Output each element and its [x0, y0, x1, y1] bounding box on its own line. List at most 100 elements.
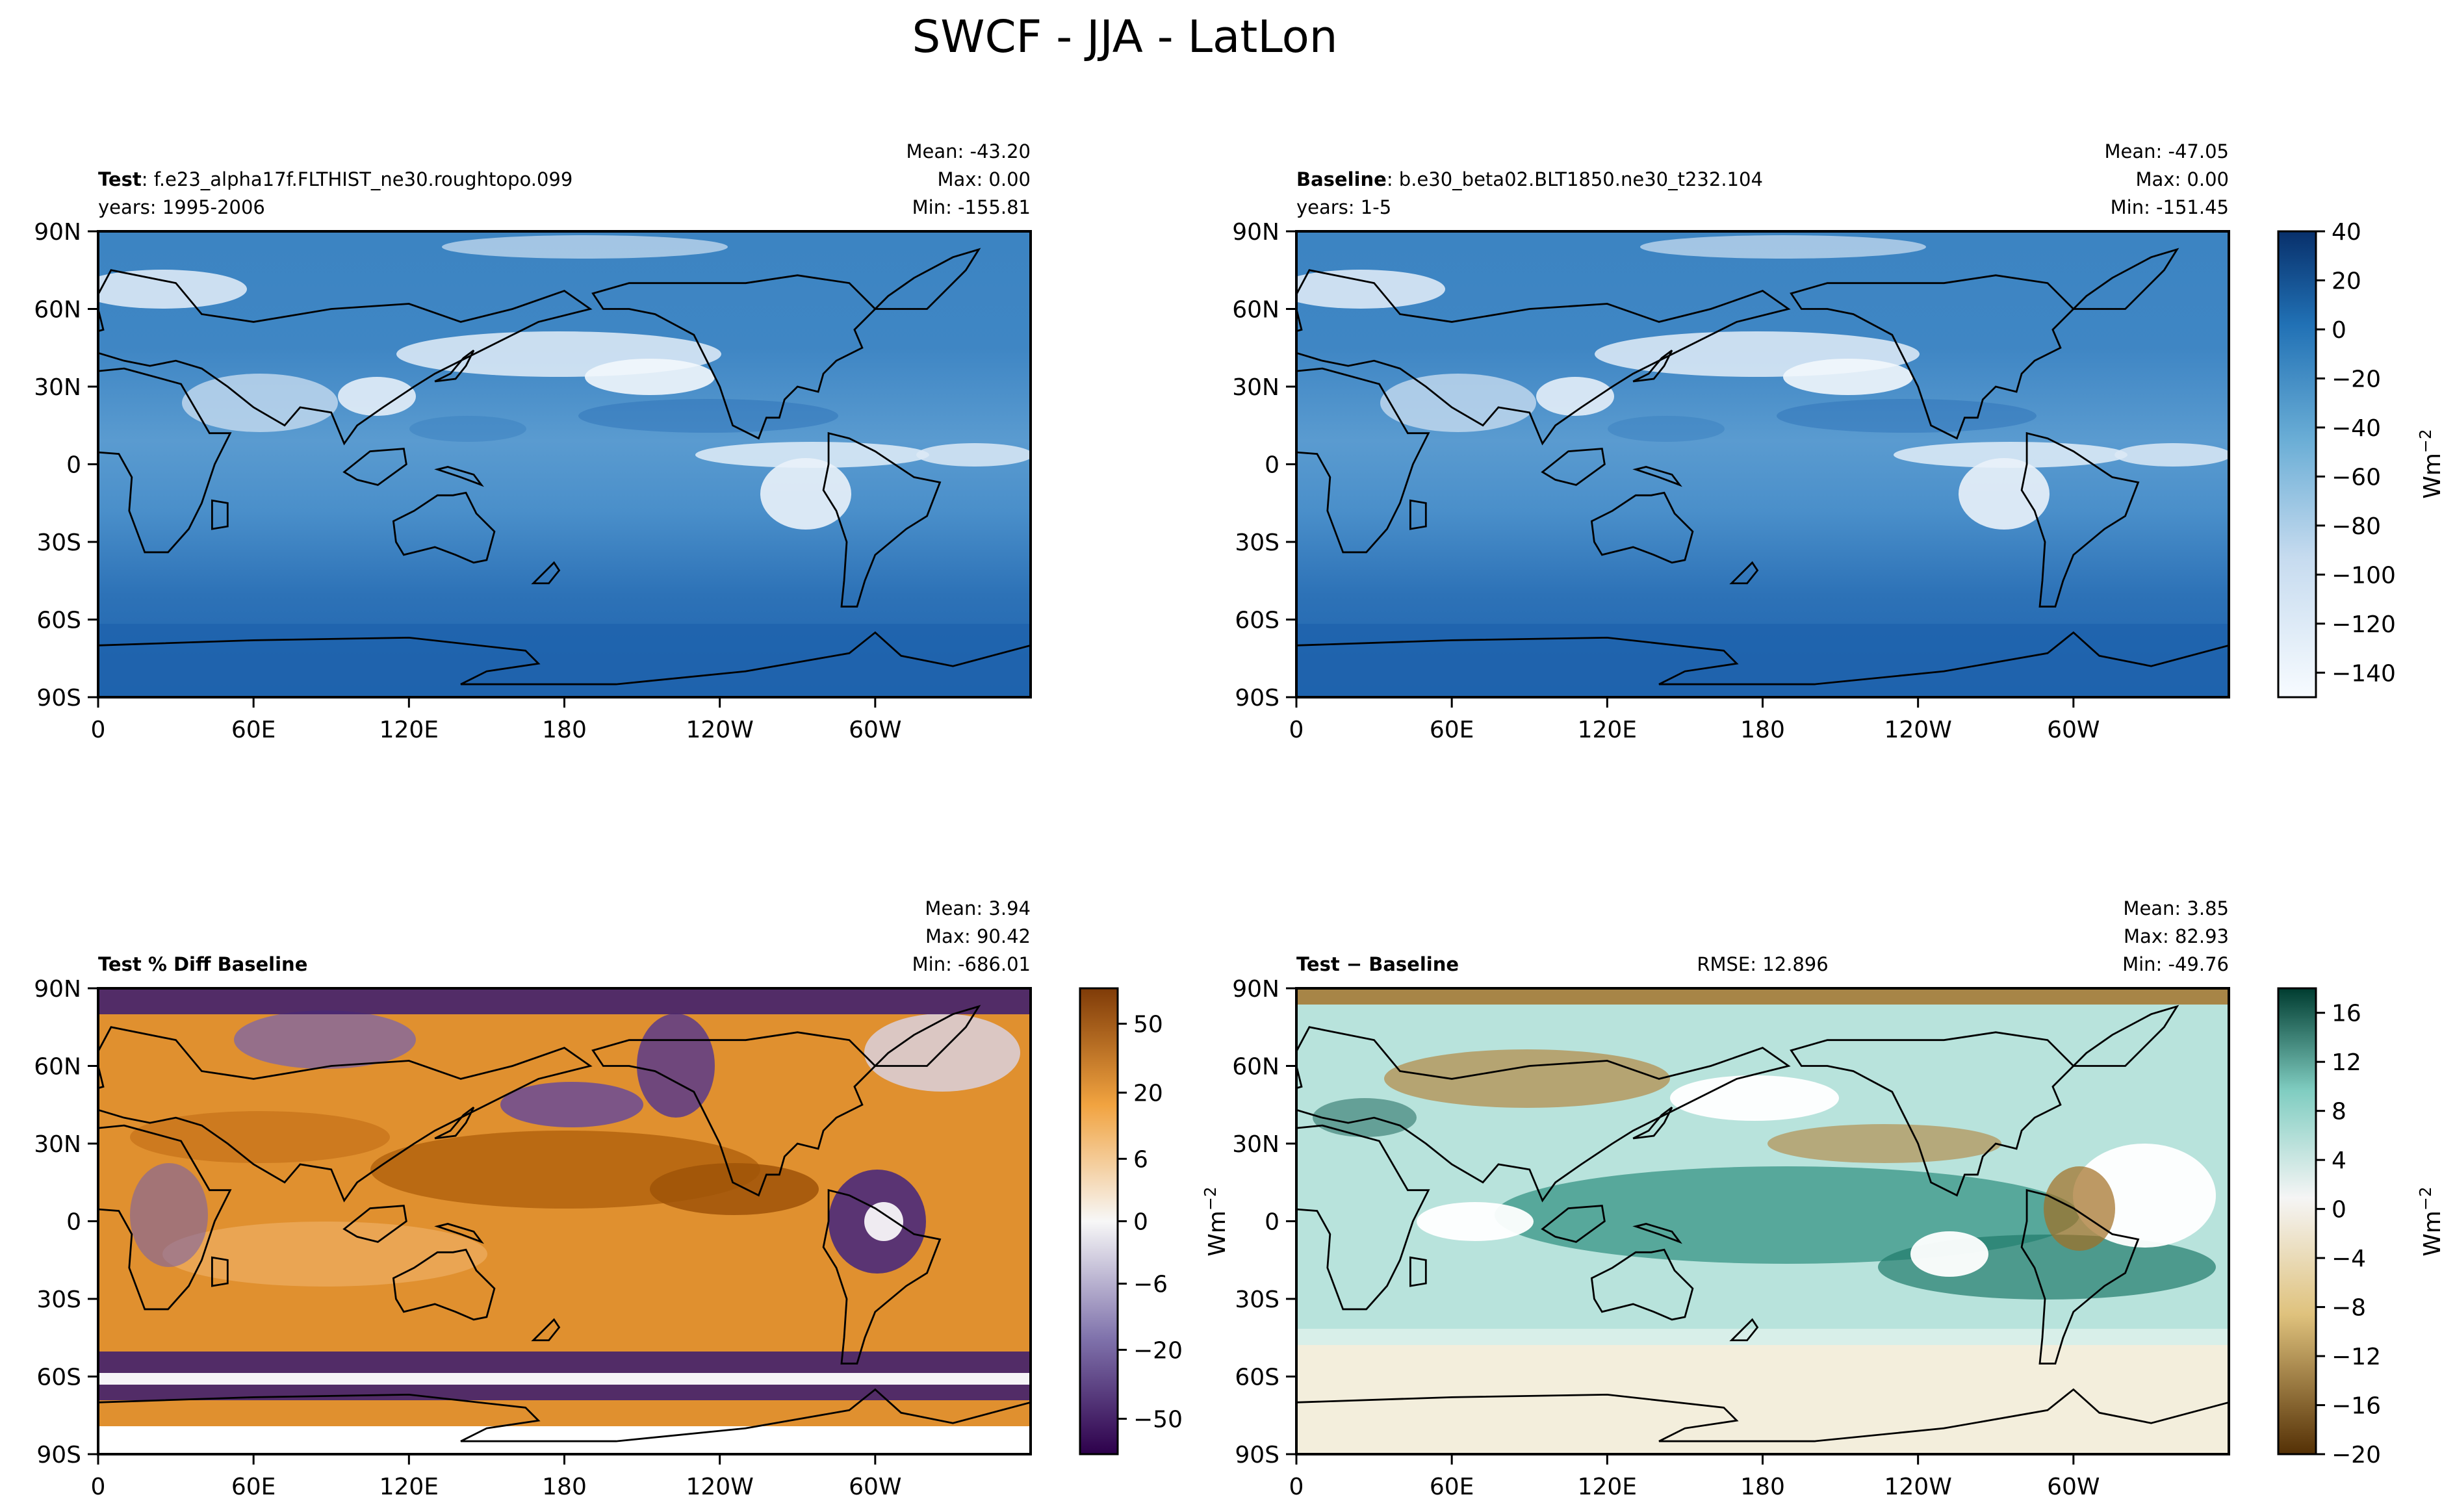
x-tick-label: 0 — [91, 1474, 106, 1500]
panel-title: Test % Diff Baseline — [98, 953, 307, 975]
x-tick-label: 120E — [379, 717, 439, 743]
colorbar-tick-label: −12 — [2332, 1344, 2381, 1370]
y-tick-label: 30S — [1235, 530, 1279, 556]
y-tick-label: 60S — [1235, 608, 1279, 634]
y-tick-label: 60S — [36, 1365, 81, 1391]
colorbar-tick-label: −140 — [2332, 660, 2396, 687]
x-tick-label: 60W — [849, 717, 901, 743]
x-tick-label: 0 — [91, 717, 106, 743]
x-tick-label: 120W — [686, 717, 754, 743]
rmse-label: RMSE: 12.896 — [1697, 953, 1828, 975]
figure-title: SWCF - JJA - LatLon — [912, 11, 1337, 63]
y-tick-label: 30S — [36, 1287, 81, 1313]
colorbar-tick-label: −6 — [1133, 1272, 1168, 1298]
y-tick-label: 90N — [34, 219, 81, 246]
colorbar-label: Wm−2 — [2416, 1186, 2446, 1257]
y-tick-label: 0 — [1265, 452, 1279, 479]
x-tick-label: 60E — [1430, 1474, 1474, 1500]
panel-stat: Mean: 3.85 — [2123, 897, 2229, 919]
colorbar-tick-label: −100 — [2332, 562, 2396, 589]
colorbar-tick-label: −4 — [2332, 1246, 2366, 1272]
y-tick-label: 60N — [34, 1054, 81, 1081]
x-tick-label: 120W — [686, 1474, 754, 1500]
colorbar-tick-label: −120 — [2332, 611, 2396, 638]
x-tick-label: 120W — [1884, 717, 1952, 743]
x-tick-label: 60W — [2047, 1474, 2100, 1500]
map-field — [1296, 988, 2229, 1454]
panel-stat: Mean: -47.05 — [2105, 140, 2230, 162]
y-tick-label: 90S — [36, 685, 81, 711]
colorbar-tick-label: −60 — [2332, 464, 2381, 491]
y-tick-label: 60N — [1232, 1054, 1279, 1081]
map-field — [98, 988, 1031, 1454]
x-tick-label: 60W — [849, 1474, 901, 1500]
colorbar-tick-label: 20 — [1133, 1081, 1163, 1107]
panel-stat: Min: -49.76 — [2122, 953, 2229, 975]
y-tick-label: 90N — [1232, 976, 1279, 1003]
colorbar-tick-label: 4 — [2332, 1147, 2346, 1174]
map-field — [98, 231, 1031, 697]
panel-stat: Min: -151.45 — [2111, 196, 2229, 218]
y-tick-label: 90N — [34, 976, 81, 1003]
colorbar-tick-label: −20 — [1133, 1337, 1183, 1364]
colorbar-tick-label: 16 — [2332, 1001, 2361, 1027]
colorbar-tick-label: −80 — [2332, 513, 2381, 540]
colorbar-tick-label: 8 — [2332, 1099, 2346, 1125]
panel-stat: Max: 0.00 — [937, 168, 1031, 190]
colorbar-tick-label: 20 — [2332, 268, 2361, 294]
colorbar-tick-label: 12 — [2332, 1049, 2361, 1076]
y-tick-label: 90S — [36, 1442, 81, 1468]
colorbar-brbg: 16 12 8 4 0 −4 −8 −12 −16 −20 Wm−2 — [2277, 987, 2446, 1468]
panel-stat: Max: 0.00 — [2135, 168, 2229, 190]
y-tick-label: 30N — [34, 1131, 81, 1158]
panel-title: Baseline: b.e30_beta02.BLT1850.ne30_t232… — [1296, 168, 1763, 190]
x-tick-label: 120E — [1578, 717, 1637, 743]
y-tick-label: 0 — [66, 1209, 81, 1236]
colorbar-tick-label: −20 — [2332, 1442, 2381, 1468]
colorbar-tick-label: 0 — [2332, 1197, 2346, 1224]
y-tick-label: 90S — [1235, 685, 1279, 711]
colorbar-puor: 50 20 6 0 −6 −20 −50 — [1079, 987, 1183, 1455]
diff-left-label: Wm−2 — [1201, 1186, 1231, 1257]
y-tick-label: 60S — [36, 608, 81, 634]
colorbar-label: Wm−2 — [2416, 429, 2446, 499]
x-tick-label: 60W — [2047, 717, 2100, 743]
map-panel-test: 0 60E 120E 180 120W 60W 90N 60N 30N 0 30S 60S 90S Tes… — [34, 140, 1032, 743]
colorbar-tick-label: −50 — [1133, 1407, 1183, 1433]
y-tick-label: 30N — [34, 374, 81, 401]
map-panel-pct_diff: 0 60E 120E 180 120W 60W 90N 60N 30N 0 30S 60S 90S Tes… — [34, 897, 1032, 1500]
x-tick-label: 180 — [1740, 717, 1785, 743]
panel-stat: Min: -155.81 — [912, 196, 1031, 218]
y-tick-label: 60N — [1232, 297, 1279, 324]
colorbar-tick-label: −20 — [2332, 366, 2381, 392]
y-tick-label: 0 — [1265, 1209, 1279, 1236]
map-field — [1296, 231, 2229, 697]
colorbar-tick-label: −16 — [2332, 1393, 2381, 1420]
x-tick-label: 120E — [379, 1474, 439, 1500]
colorbar-tick-label: 0 — [2332, 317, 2346, 344]
x-tick-label: 180 — [1740, 1474, 1785, 1500]
panel-stat: Max: 90.42 — [925, 925, 1031, 947]
y-tick-label: 90S — [1235, 1442, 1279, 1468]
x-tick-label: 120W — [1884, 1474, 1952, 1500]
y-tick-label: 90N — [1232, 219, 1279, 246]
y-tick-label: 30N — [1232, 1131, 1279, 1158]
x-tick-label: 180 — [542, 1474, 587, 1500]
panel-title: Test − Baseline — [1296, 953, 1459, 975]
colorbar-tick-label: 40 — [2332, 219, 2361, 246]
y-tick-label: 30N — [1232, 374, 1279, 401]
colorbar-tick-label: 50 — [1133, 1011, 1163, 1038]
x-tick-label: 60E — [231, 1474, 276, 1500]
panel-years: years: 1995-2006 — [98, 196, 265, 218]
x-tick-label: 60E — [231, 717, 276, 743]
y-tick-label: 30S — [36, 530, 81, 556]
x-tick-label: 0 — [1289, 717, 1304, 743]
y-tick-label: 30S — [1235, 1287, 1279, 1313]
panel-title: Test: f.e23_alpha17f.FLTHIST_ne30.rought… — [98, 168, 572, 190]
colorbar-tick-label: −8 — [2332, 1295, 2366, 1322]
panel-stat: Min: -686.01 — [912, 953, 1031, 975]
map-panel-baseline: 0 60E 120E 180 120W 60W 90N 60N 30N 0 30S 60S 90S Bas… — [1232, 140, 2230, 743]
panel-stat: Max: 82.93 — [2124, 925, 2229, 947]
colorbar-tick-label: 0 — [1133, 1209, 1148, 1236]
x-tick-label: 120E — [1578, 1474, 1637, 1500]
